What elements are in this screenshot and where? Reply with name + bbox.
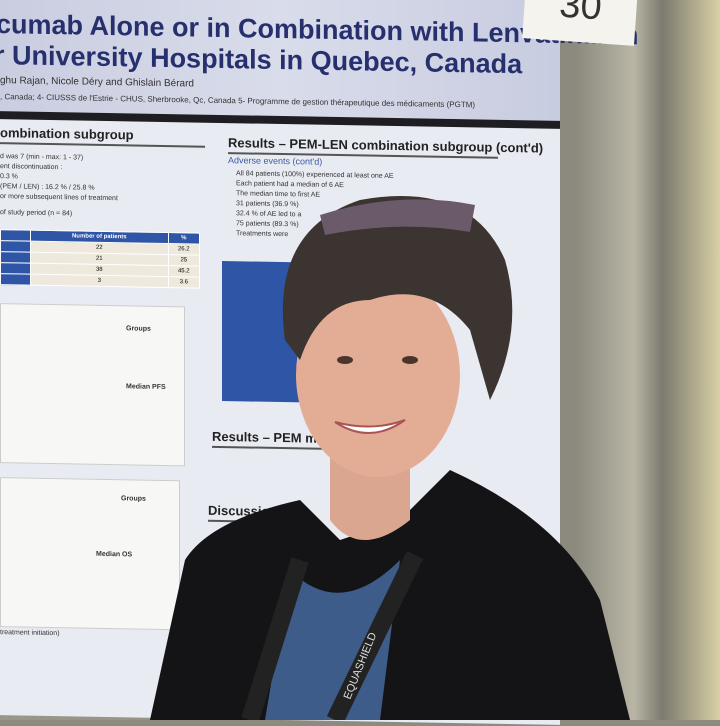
smile (334, 419, 406, 434)
lanyard (241, 551, 424, 720)
left-eye (337, 356, 353, 364)
right-eye (402, 356, 418, 364)
sunglasses (320, 199, 475, 235)
hair (282, 196, 513, 400)
face (296, 273, 460, 477)
blue-top (265, 560, 400, 720)
